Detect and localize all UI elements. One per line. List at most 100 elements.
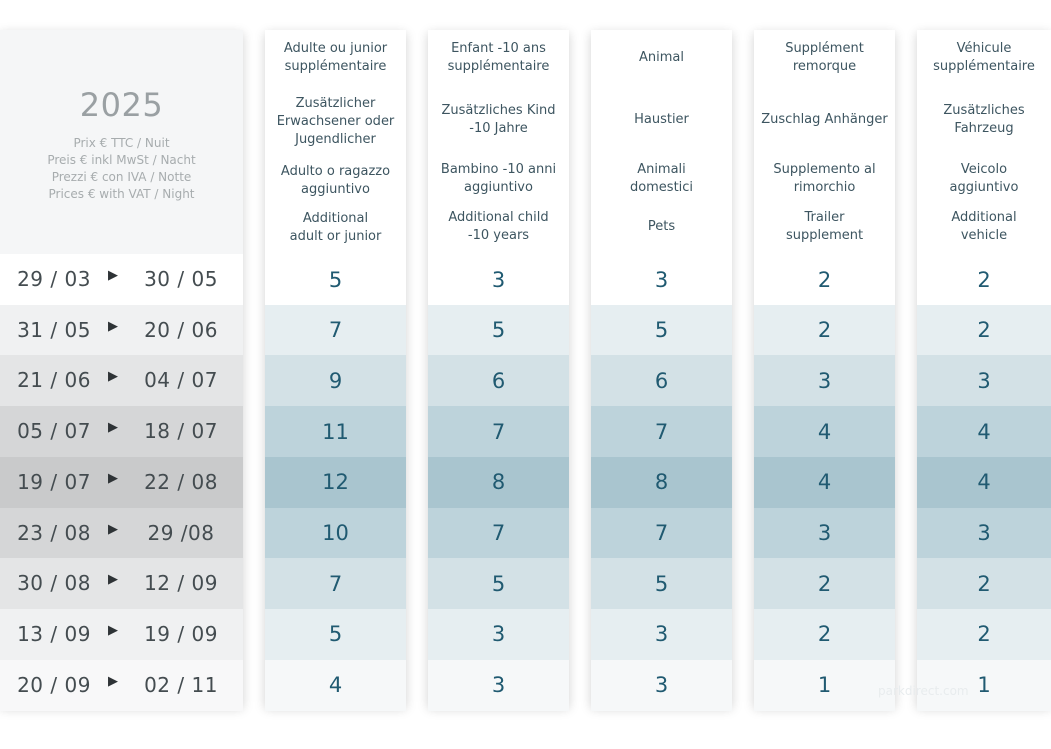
price-value: 2 xyxy=(977,571,991,596)
period-row: 31 / 05 ▶ 20 / 06 xyxy=(0,304,243,356)
period-end-date: 18 / 07 xyxy=(144,419,218,444)
arrow-right-icon: ▶ xyxy=(108,470,118,486)
period-end-date: 22 / 08 xyxy=(144,469,218,494)
price-value: 10 xyxy=(322,521,349,545)
price-note-it: Prezzi € con IVA / Notte xyxy=(51,170,192,184)
price-value: 7 xyxy=(654,419,669,444)
price-value: 7 xyxy=(328,571,343,596)
price-value: 4 xyxy=(977,470,991,495)
price-value: 7 xyxy=(654,521,669,545)
arrow-right-icon: ▶ xyxy=(108,673,118,689)
column-header: Véhicule supplémentaire Zusätzliches Fah… xyxy=(917,30,1051,254)
period-end-date: 19 / 09 xyxy=(144,621,218,646)
price-cell: 5 xyxy=(428,304,569,356)
price-note-en: Prices € with VAT / Night xyxy=(48,187,195,201)
label-de: Zusätzlicher Erwachsener oder Jugendlich… xyxy=(276,96,395,147)
period-start-date: 31 / 05 xyxy=(17,317,91,342)
price-value: 3 xyxy=(817,368,832,393)
period-start-date: 21 / 06 xyxy=(17,368,91,393)
period-row: 30 / 08 ▶ 12 / 09 xyxy=(0,558,243,610)
price-cell: 4 xyxy=(754,456,895,508)
period-row: 29 / 03 ▶ 30 / 05 xyxy=(0,254,243,305)
price-cell: 5 xyxy=(591,304,732,356)
label-en: Pets xyxy=(647,219,676,234)
price-cell: 3 xyxy=(917,507,1051,559)
price-value: 4 xyxy=(328,673,343,698)
price-value: 2 xyxy=(817,571,832,596)
column-trailer: Supplément remorque Zuschlag Anhänger Su… xyxy=(754,30,895,711)
price-value: 2 xyxy=(817,267,832,292)
column-header: Enfant -10 ans supplémentaire Zusätzlich… xyxy=(428,30,569,254)
price-cell: 2 xyxy=(917,608,1051,660)
label-fr: Animal xyxy=(639,50,684,65)
price-value: 3 xyxy=(977,368,991,393)
period-row: 13 / 09 ▶ 19 / 09 xyxy=(0,608,243,660)
price-value: 7 xyxy=(491,419,506,444)
arrow-right-icon: ▶ xyxy=(108,369,118,385)
price-cell: 3 xyxy=(428,254,569,305)
period-end-date: 29 /08 xyxy=(147,520,215,545)
price-cell: 8 xyxy=(428,456,569,508)
column-header: Adulte ou junior supplémentaire Zusätzli… xyxy=(265,30,406,254)
price-cell: 7 xyxy=(265,304,406,356)
price-cell: 6 xyxy=(591,355,732,407)
price-cell: 2 xyxy=(754,254,895,305)
label-it: Supplemento al rimorchio xyxy=(773,162,876,195)
period-row: 19 / 07 ▶ 22 / 08 xyxy=(0,456,243,508)
label-it: Animali domestici xyxy=(629,162,694,195)
price-value: 5 xyxy=(654,571,669,596)
price-cell: 2 xyxy=(754,608,895,660)
arrow-right-icon: ▶ xyxy=(108,268,118,283)
price-cell: 5 xyxy=(428,558,569,610)
period-end-date: 02 / 11 xyxy=(144,672,218,697)
price-cell: 1 xyxy=(754,659,895,711)
price-value: 3 xyxy=(654,673,669,698)
arrow-right-icon: ▶ xyxy=(108,521,118,537)
arrow-right-icon: ▶ xyxy=(108,622,118,638)
period-start-date: 20 / 09 xyxy=(17,672,91,697)
label-de: Zuschlag Anhänger xyxy=(761,112,888,127)
label-fr: Véhicule supplémentaire xyxy=(933,41,1035,74)
price-cell: 10 xyxy=(265,507,406,559)
period-start-date: 30 / 08 xyxy=(17,571,91,596)
price-value: 6 xyxy=(491,368,506,393)
price-value: 3 xyxy=(977,521,991,545)
price-cell: 2 xyxy=(754,304,895,356)
column-header: Supplément remorque Zuschlag Anhänger Su… xyxy=(754,30,895,254)
price-cell: 2 xyxy=(754,558,895,610)
price-cell: 2 xyxy=(917,254,1051,305)
price-value: 6 xyxy=(654,368,669,393)
price-cell: 11 xyxy=(265,406,406,458)
label-fr: Supplément remorque xyxy=(785,41,864,74)
label-de: Zusätzliches Fahrzeug xyxy=(943,103,1025,136)
arrow-right-icon: ▶ xyxy=(108,420,118,436)
label-en: Additional adult or junior xyxy=(289,211,382,244)
period-header: 2025 Prix € TTC / Nuit Preis € inkl MwSt… xyxy=(0,30,243,254)
price-cell: 3 xyxy=(591,659,732,711)
price-value: 2 xyxy=(977,267,991,292)
price-cell: 5 xyxy=(265,608,406,660)
price-value: 9 xyxy=(328,368,343,393)
price-value: 5 xyxy=(654,318,669,343)
column-additional-adult: Adulte ou junior supplémentaire Zusätzli… xyxy=(265,30,406,711)
price-cell: 3 xyxy=(591,254,732,305)
price-cell: 3 xyxy=(428,659,569,711)
price-value: 2 xyxy=(977,318,991,343)
label-en: Additional child -10 years xyxy=(448,210,549,243)
price-cell: 5 xyxy=(265,254,406,305)
period-start-date: 19 / 07 xyxy=(17,469,91,494)
period-end-date: 04 / 07 xyxy=(144,368,218,393)
price-value: 3 xyxy=(817,521,832,545)
price-value: 8 xyxy=(491,470,506,495)
period-start-date: 05 / 07 xyxy=(17,419,91,444)
price-value: 5 xyxy=(491,571,506,596)
label-it: Veicolo aggiuntivo xyxy=(949,162,1019,195)
price-value: 2 xyxy=(817,318,832,343)
price-note-de: Preis € inkl MwSt / Nacht xyxy=(47,153,196,167)
price-value: 3 xyxy=(491,673,506,698)
price-value: 3 xyxy=(491,622,506,647)
price-cell: 3 xyxy=(591,608,732,660)
label-it: Bambino -10 anni aggiuntivo xyxy=(440,162,557,195)
label-it: Adulto o ragazzo aggiuntivo xyxy=(280,164,391,197)
price-cell: 4 xyxy=(754,406,895,458)
